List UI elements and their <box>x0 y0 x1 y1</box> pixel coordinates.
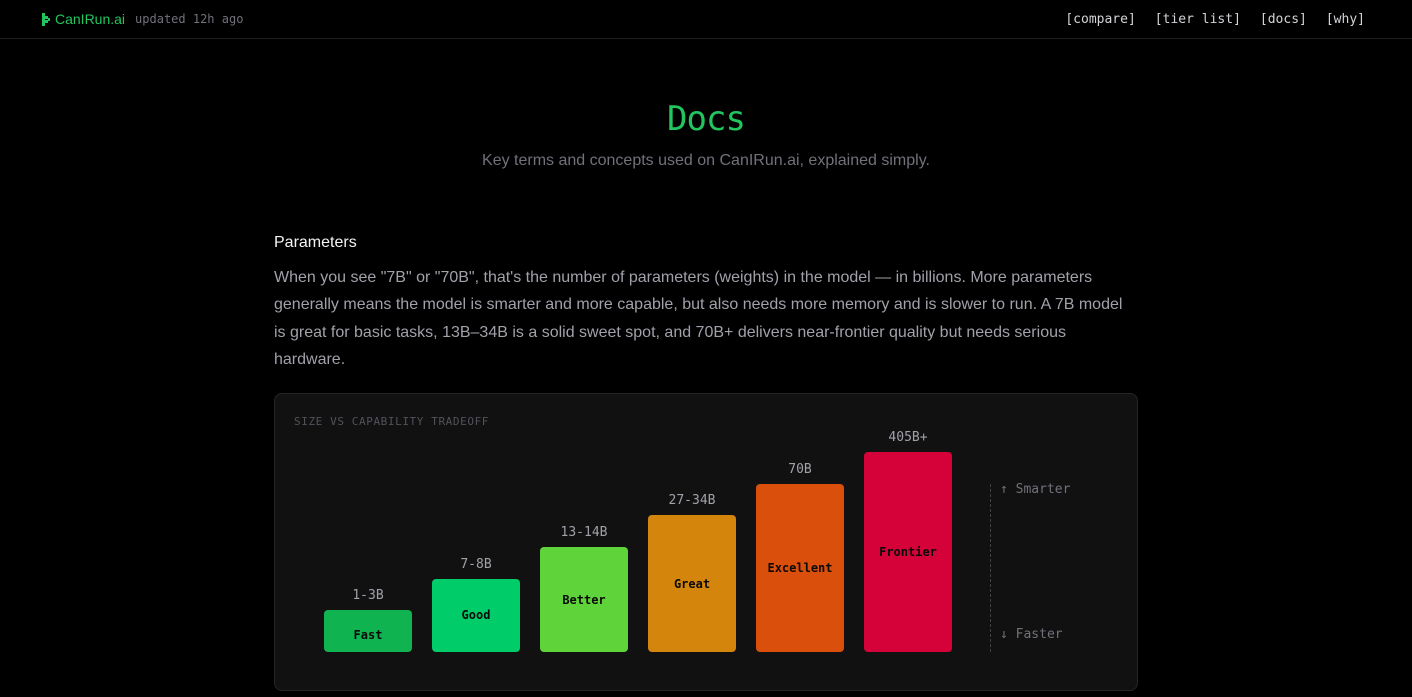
bar-better: Better <box>540 547 628 653</box>
bar-label: Excellent <box>767 560 833 575</box>
chart-title: SIZE VS CAPABILITY TRADEOFF <box>294 415 490 429</box>
scale-axis-line <box>990 484 991 653</box>
bar-size-label: 1-3B <box>352 588 384 604</box>
bar-label: Great <box>673 576 711 591</box>
section-title: Parameters <box>274 234 357 251</box>
brand-name: CanIRun.ai <box>55 11 126 27</box>
bar-excellent: Excellent <box>756 483 844 653</box>
bar-label: Better <box>562 592 606 607</box>
size-capability-chart: SIZE VS CAPABILITY TRADEOFF ↑ Smarter ↓ … <box>274 393 1138 692</box>
bar-size-label: 7-8B <box>460 556 492 572</box>
bar-fast: Fast <box>324 610 412 653</box>
nav-tier-list-link[interactable]: [tier list] <box>1154 11 1241 27</box>
bar-frontier: Frontier <box>864 452 952 653</box>
hero: Docs Key terms and concepts used on CanI… <box>0 97 1412 171</box>
bar-size-label: 27-34B <box>668 493 716 509</box>
bar-size-label: 70B <box>788 461 812 477</box>
updated-status: updated 12h ago <box>135 12 244 26</box>
scale-faster-label: ↓ Faster <box>1000 627 1063 643</box>
brand-logo-link[interactable]: CanIRun.ai <box>42 11 125 27</box>
bar-label: Fast <box>353 628 383 643</box>
main-nav: [compare] [tier list] [docs] [why] <box>1065 12 1365 27</box>
scale-smarter-label: ↑ Smarter <box>1000 482 1071 498</box>
bar-label: Frontier <box>879 545 937 560</box>
page-title: Docs <box>667 99 746 139</box>
bar-size-label: 405B+ <box>888 430 928 446</box>
bar-size-label: 13-14B <box>560 524 608 540</box>
logo-icon <box>42 12 50 26</box>
brand: CanIRun.ai updated 12h ago <box>42 11 243 27</box>
bar-good: Good <box>432 578 520 653</box>
bar-label: Good <box>461 608 491 623</box>
nav-compare-link[interactable]: [compare] <box>1065 11 1136 27</box>
top-bar: CanIRun.ai updated 12h ago [compare] [ti… <box>0 0 1412 39</box>
nav-docs-link[interactable]: [docs] <box>1259 11 1307 27</box>
section-body: When you see "7B" or "70B", that's the n… <box>274 269 1123 368</box>
bar-great: Great <box>648 515 736 653</box>
nav-why-link[interactable]: [why] <box>1325 11 1365 27</box>
parameters-section: Parameters When you see "7B" or "70B", t… <box>274 233 1138 692</box>
page-subtitle: Key terms and concepts used on CanIRun.a… <box>482 152 930 169</box>
